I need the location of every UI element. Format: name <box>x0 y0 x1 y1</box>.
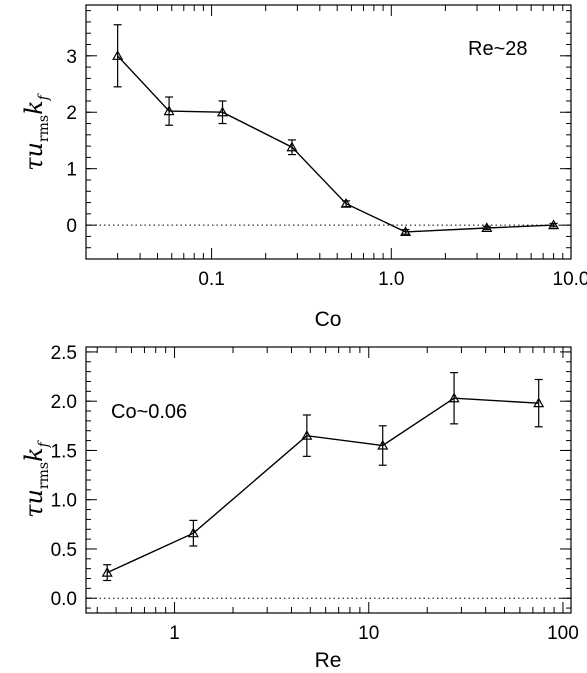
y-tick-label: 0.0 <box>51 589 77 610</box>
triangle-marker <box>101 566 113 577</box>
y-tick-label: 0 <box>66 216 77 237</box>
plot-frame-top <box>85 4 572 260</box>
y-tick-label: 1.5 <box>51 441 77 462</box>
y-axis-label-bottom: τurmskf <box>20 439 52 517</box>
plot-frame-bottom <box>85 346 572 614</box>
y-tick-label: 1 <box>66 160 77 181</box>
triangle-marker <box>377 439 389 450</box>
triangle-marker <box>448 392 460 403</box>
x-tick-label: 100 <box>547 623 579 644</box>
triangle-marker <box>340 197 352 208</box>
triangle-marker <box>187 527 199 538</box>
x-axis-label-top: Co <box>315 308 342 331</box>
axis-ticks-bottom: 1 10 100 0.0 0.5 1.0 1.5 2.0 2.5 <box>51 343 579 644</box>
triangle-marker <box>548 219 560 230</box>
data-markers-top <box>112 50 560 237</box>
y-tick-label: 2.0 <box>51 392 77 413</box>
y-tick-label: 1.0 <box>51 491 77 512</box>
y-tick-label: 2.5 <box>51 343 77 364</box>
svg-text:τurmskf: τurmskf <box>20 439 52 517</box>
panel-bottom: 1 10 100 0.0 0.5 1.0 1.5 2.0 2.5 Co~0.06 Re τurm… <box>20 343 579 672</box>
data-markers-bottom <box>101 392 545 577</box>
series-line-top <box>117 55 554 233</box>
triangle-marker <box>216 106 229 117</box>
triangle-marker <box>533 397 545 408</box>
x-axis-label-bottom: Re <box>315 649 342 672</box>
axis-ticks-top: 0.1 1.0 10.0 0 1 2 3 <box>66 5 587 290</box>
x-tick-label: 0.1 <box>198 269 224 290</box>
y-tick-label: 0.5 <box>51 540 77 561</box>
annotation-co: Co~0.06 <box>111 401 187 423</box>
annotation-re: Re~28 <box>468 38 528 60</box>
x-tick-label: 1 <box>169 623 180 644</box>
panel-top: 0.1 1.0 10.0 0 1 2 3 Re~28 Co τurmskf <box>20 4 587 331</box>
x-tick-label: 1.0 <box>378 269 404 290</box>
y-tick-label: 2 <box>66 103 77 124</box>
triangle-marker <box>163 105 175 116</box>
triangle-marker <box>481 222 493 233</box>
triangle-marker <box>400 226 412 237</box>
x-tick-label: 10 <box>358 623 379 644</box>
triangle-marker <box>112 50 124 60</box>
y-tick-label: 3 <box>66 47 77 68</box>
y-axis-label-top: τurmskf <box>20 92 52 170</box>
triangle-marker <box>301 429 313 440</box>
svg-text:τurmskf: τurmskf <box>20 92 52 170</box>
series-line-bottom <box>106 397 539 574</box>
triangle-marker <box>286 141 298 152</box>
x-tick-label: 10.0 <box>553 269 587 290</box>
